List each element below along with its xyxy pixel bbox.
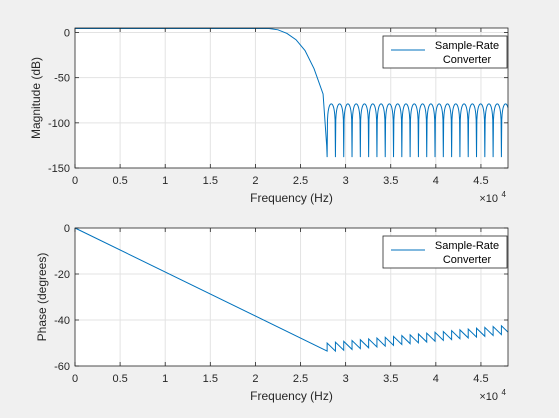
x-tick-label: 0 <box>72 175 78 187</box>
legend-box <box>382 235 508 269</box>
x-tick-label: 2.5 <box>293 373 308 385</box>
x-tick-label: 3.5 <box>383 373 398 385</box>
x-tick-label: 4 <box>433 373 439 385</box>
x-tick-label: 2 <box>252 373 258 385</box>
axes-box <box>74 227 509 367</box>
legend-label-line2: Converter <box>443 254 492 266</box>
x-tick-label: 2 <box>252 175 258 187</box>
y-tick-label: 0 <box>64 223 70 235</box>
x-tick-label: 3.5 <box>383 175 398 187</box>
y-axis-label: Magnitude (dB) <box>29 57 43 139</box>
series-line <box>75 27 509 158</box>
legend-label-line2: Converter <box>443 54 492 66</box>
x-tick-label: 3 <box>343 175 349 187</box>
x-tick-label: 4.5 <box>473 373 488 385</box>
y-tick-label: -50 <box>54 73 70 85</box>
legend-label-line1: Sample-Rate <box>435 240 499 252</box>
x-tick-label: 1.5 <box>203 175 218 187</box>
y-tick-label: -20 <box>54 269 70 281</box>
x-axis-label: Frequency (Hz) <box>250 389 333 403</box>
x-exponent-base: ×10 <box>479 193 498 205</box>
y-axis-label: Phase (degrees) <box>35 253 49 342</box>
x-exponent-base: ×10 <box>479 391 498 403</box>
legend-label-line1: Sample-Rate <box>435 40 499 52</box>
y-tick-label: -40 <box>54 315 70 327</box>
y-tick-label: -150 <box>48 163 70 175</box>
x-tick-label: 1 <box>162 175 168 187</box>
x-tick-label: 0 <box>72 373 78 385</box>
axes-box <box>74 27 509 169</box>
magnitude-chart: 0 0.5 1 1.5 2 2.5 3 3.5 4 4.5 0 -50 -100 -150 Frequenc… <box>29 27 509 205</box>
series-line <box>74 227 509 353</box>
y-tick-label: -100 <box>48 118 70 130</box>
x-exponent-power: 4 <box>502 388 507 397</box>
x-tick-label: 1.5 <box>203 373 218 385</box>
x-tick-label: 4.5 <box>473 175 488 187</box>
x-tick-label: 0.5 <box>112 373 127 385</box>
x-tick-label: 1 <box>162 373 168 385</box>
phase-chart: 0 0.5 1 1.5 2 2.5 3 3.5 4 4.5 0 -20 -40 -60 Frequency … <box>35 223 509 403</box>
x-axis-label: Frequency (Hz) <box>250 191 333 205</box>
x-exponent-power: 4 <box>502 190 507 199</box>
x-tick-label: 4 <box>433 175 439 187</box>
y-tick-label: 0 <box>64 28 70 40</box>
x-tick-label: 2.5 <box>293 175 308 187</box>
legend-box <box>382 35 508 69</box>
y-tick-label: -60 <box>54 361 70 373</box>
x-tick-label: 0.5 <box>112 175 127 187</box>
x-tick-label: 3 <box>343 373 349 385</box>
